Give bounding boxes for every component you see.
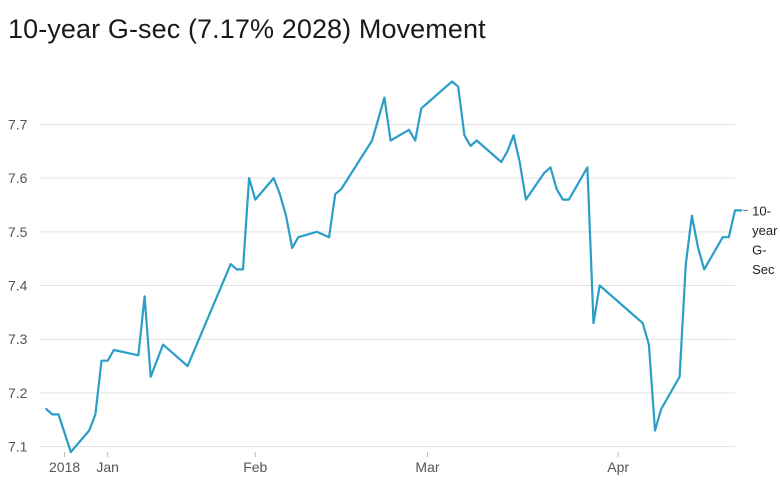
grid-layer (40, 123, 735, 448)
x-tick-label: Apr (607, 459, 629, 475)
y-tick-label: 7.5 (8, 224, 28, 240)
y-tick-label: 7.1 (8, 439, 28, 455)
y-tick-label: 7.7 (8, 116, 28, 132)
series-label-line: year (752, 223, 778, 238)
y-tick-label: 7.4 (8, 278, 28, 294)
series-line (45, 80, 743, 454)
series-label-line: Sec (752, 262, 775, 277)
y-tick-label: 7.2 (8, 385, 28, 401)
series-layer (45, 80, 743, 454)
y-axis: 7.1 7.2 7.3 7.4 7.5 7.6 7.7 (8, 116, 28, 454)
y-tick-label: 7.6 (8, 170, 28, 186)
x-tick-label: Mar (415, 459, 439, 475)
x-tick-label: 2018 (49, 459, 80, 475)
x-tick-label: Feb (243, 459, 267, 475)
series-label-line: 10- (752, 203, 771, 218)
x-axis: 2018 Jan Feb Mar Apr (49, 452, 629, 475)
series-end-label: 10- year G- Sec (743, 203, 778, 277)
y-tick-label: 7.3 (8, 331, 28, 347)
chart-title: 10-year G-sec (7.17% 2028) Movement (8, 14, 486, 44)
series-label-line: G- (752, 242, 766, 257)
x-tick-label: Jan (96, 459, 119, 475)
